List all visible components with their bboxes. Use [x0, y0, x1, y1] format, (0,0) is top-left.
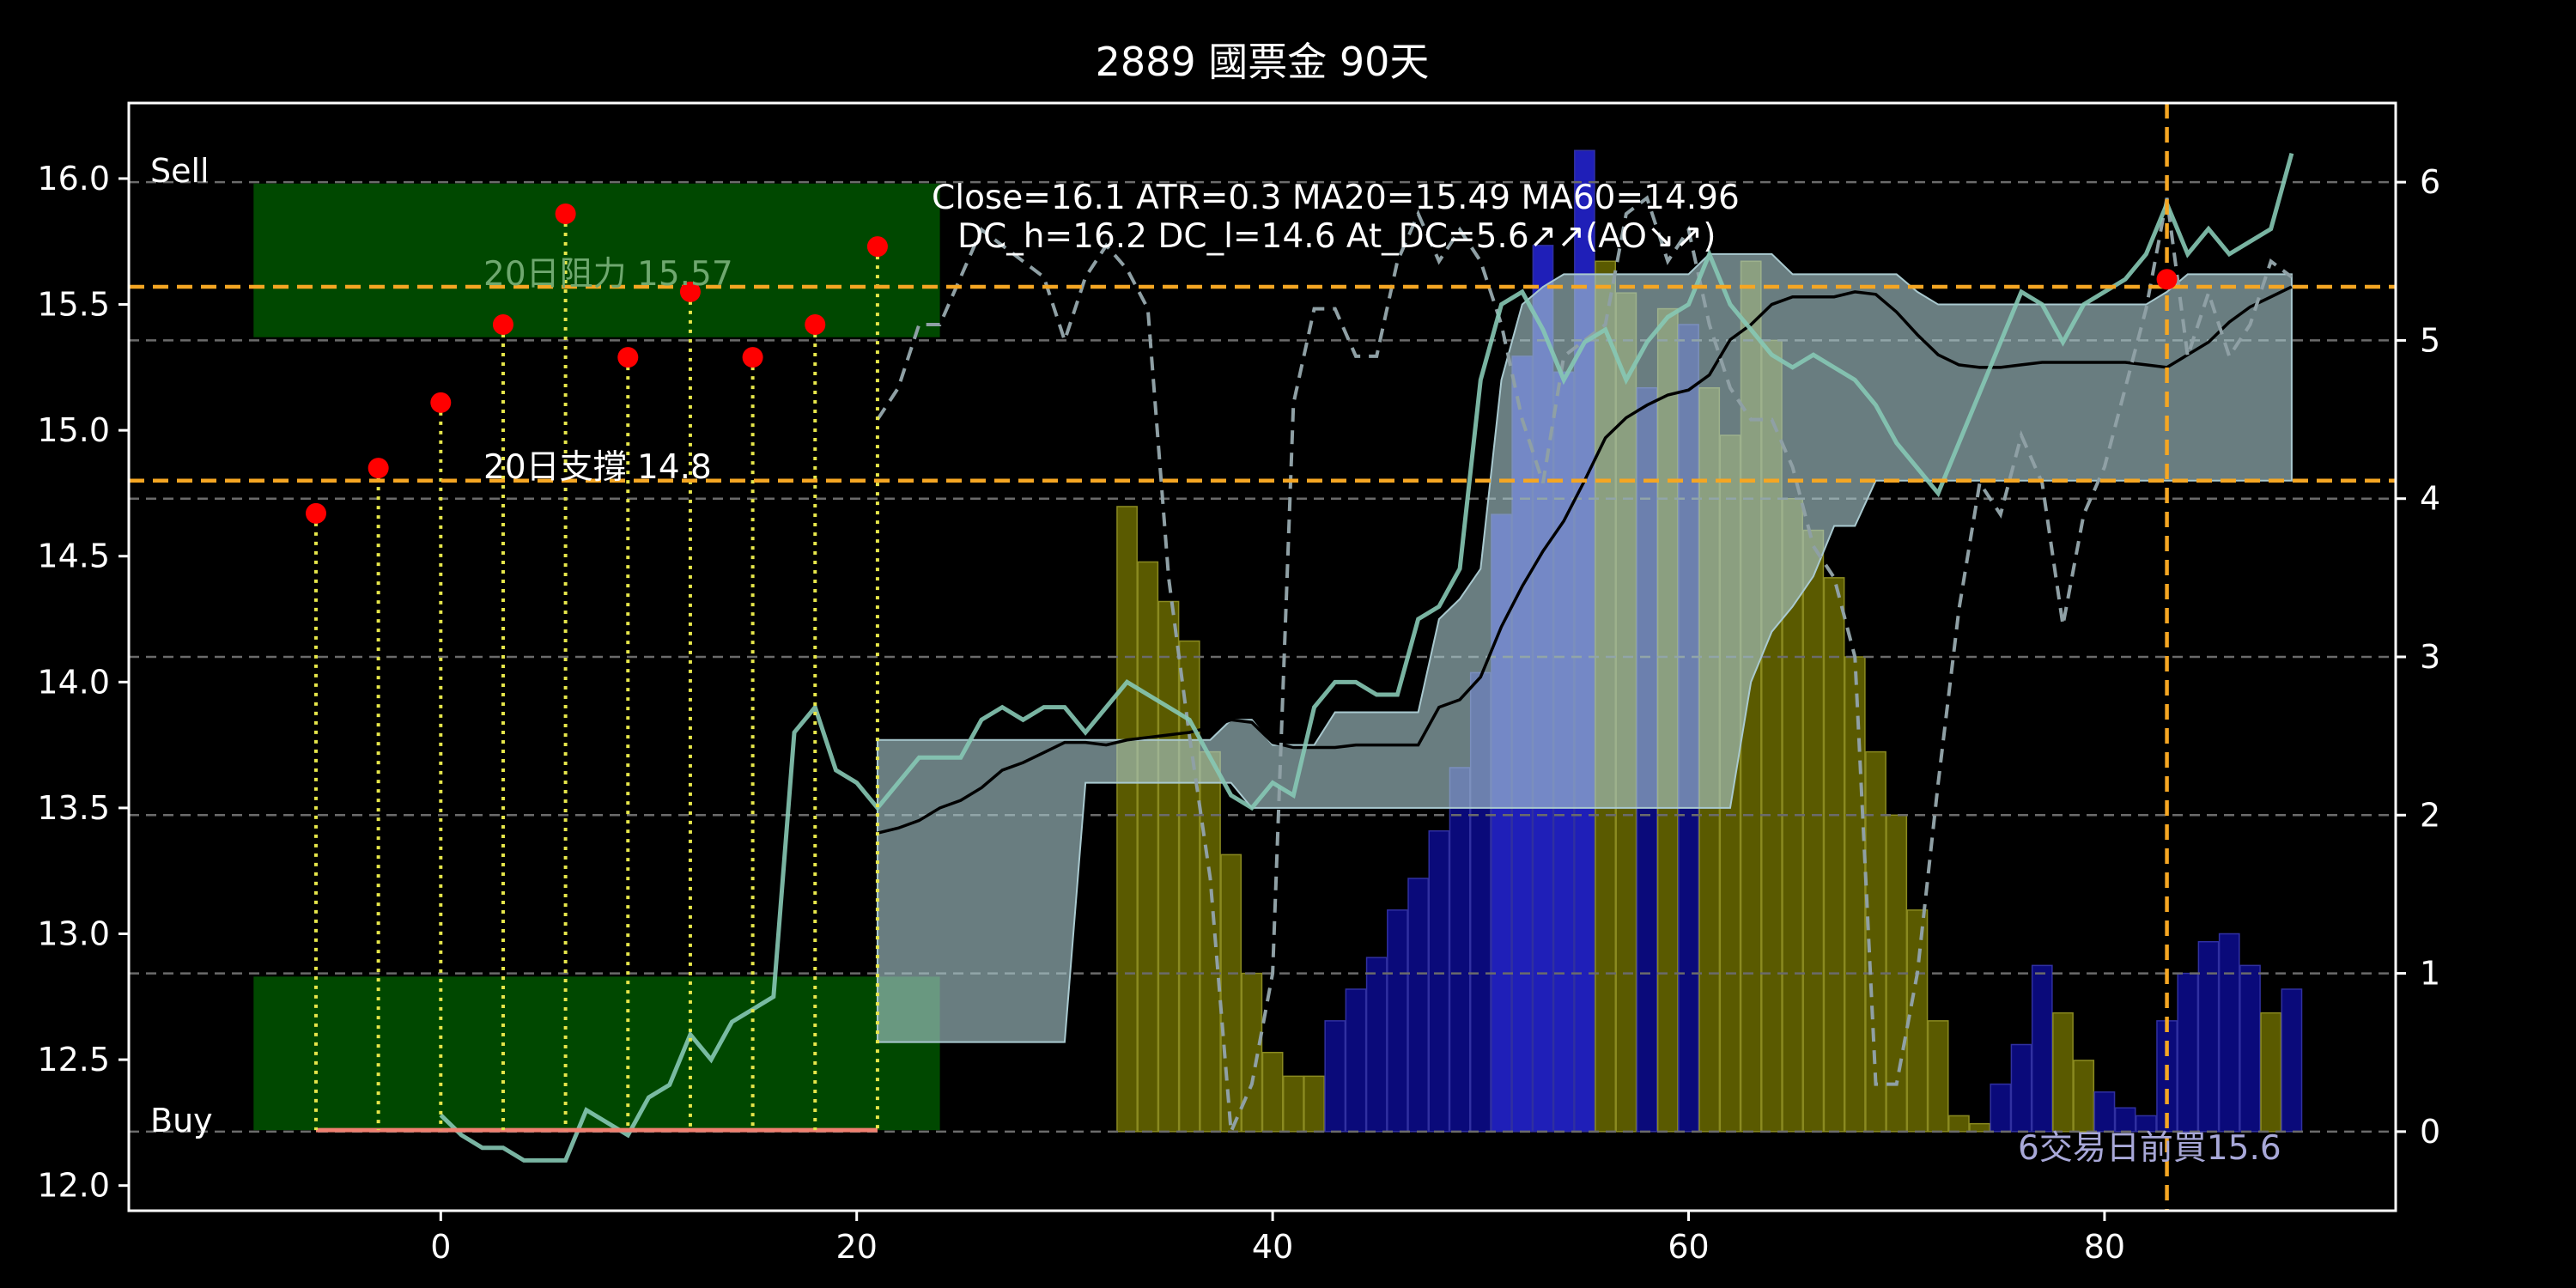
hist-bar: [2197, 940, 2220, 1133]
hist-bar: [2260, 1012, 2282, 1133]
donchian-band: [876, 252, 2293, 1043]
hist-bar: [1365, 957, 1388, 1133]
close-price-line: [439, 152, 2294, 1163]
resistance-label: 20日阻力 15.57: [483, 255, 733, 294]
hist-bar: [1990, 1083, 2012, 1133]
y-right-tick-label: 2: [2420, 796, 2440, 834]
hist-bar: [1220, 854, 1242, 1133]
hist-bar: [1345, 988, 1367, 1133]
sell-zone: [253, 183, 940, 337]
hist-bar: [1927, 1020, 1949, 1133]
info-line-2: DC_h=16.2 DC_l=14.6 At_DC=5.6↗↗(AO↘↗): [957, 217, 1716, 256]
hist-bar: [1282, 1075, 1304, 1133]
y-left-tick-label: 13.0: [37, 915, 110, 953]
y-left-tick-label: 15.5: [37, 286, 110, 324]
buy-note: 6交易日前買15.6: [2018, 1129, 2281, 1168]
y-left-tick-label: 14.5: [37, 538, 110, 575]
hist-bar: [1802, 529, 1825, 1133]
hist-bar: [2073, 1060, 2095, 1133]
hist-bar: [1449, 767, 1471, 1133]
hist-bar: [1261, 1051, 1284, 1133]
sell-label: Sell: [150, 152, 210, 190]
signal-point: [368, 458, 389, 479]
buy-zone: [253, 976, 940, 1131]
signal-point: [2156, 269, 2178, 290]
points-layer: [305, 204, 2178, 524]
x-tick-label: 20: [836, 1228, 878, 1266]
y-right-tick-label: 5: [2420, 321, 2440, 359]
hist-bar: [2218, 933, 2240, 1133]
y-right-tick-label: 1: [2420, 955, 2440, 993]
signal-point: [305, 502, 326, 524]
y-left-tick-label: 13.5: [37, 789, 110, 827]
hist-bar: [1407, 878, 1430, 1133]
y-left-tick-label: 12.0: [37, 1167, 110, 1205]
signal-point: [742, 347, 763, 368]
hist-bar: [2031, 964, 2053, 1133]
hist-bar: [2177, 972, 2199, 1133]
hist-bar: [1844, 656, 1866, 1133]
axes-layer: 0 20 40 60 8012.012.513.013.514.014.515.015.…: [37, 101, 2440, 1266]
signal-point: [805, 314, 826, 335]
y-right-tick-label: 0: [2420, 1113, 2440, 1151]
zones-layer: [253, 183, 940, 1131]
hist-bar: [1948, 1115, 1970, 1133]
chart-title: 2889 國票金 90天: [1096, 39, 1430, 85]
hist-bar: [2281, 988, 2303, 1133]
y-left-tick-label: 15.0: [37, 411, 110, 449]
signal-point: [866, 236, 888, 258]
hist-bar: [1303, 1075, 1325, 1133]
hist-bar: [1906, 909, 1929, 1133]
hist-bar: [1137, 561, 1159, 1133]
y-left-tick-label: 12.5: [37, 1041, 110, 1078]
buy-label: Buy: [150, 1102, 213, 1139]
hist-bar: [2239, 964, 2261, 1133]
hist-bar: [1969, 1122, 1990, 1133]
hist-bar: [2052, 1012, 2074, 1133]
signal-point: [555, 204, 576, 224]
band-layer: [876, 252, 2293, 1043]
x-tick-label: 0: [430, 1228, 451, 1266]
hist-bar: [2114, 1107, 2136, 1133]
hist-bar: [2010, 1043, 2032, 1133]
y-right-tick-label: 6: [2420, 163, 2440, 201]
y-right-tick-label: 4: [2420, 480, 2440, 518]
x-tick-label: 40: [1252, 1228, 1293, 1266]
hist-bar: [1200, 750, 1221, 1133]
y-left-tick-label: 14.0: [37, 663, 110, 701]
levels-layer: [129, 103, 2396, 1211]
stems-layer: [313, 214, 879, 1131]
support-label: 20日支撐 14.8: [483, 448, 712, 487]
signal-point: [430, 392, 452, 413]
hist-bar: [1865, 750, 1886, 1133]
x-tick-label: 80: [2084, 1228, 2125, 1266]
hist-bar: [1823, 577, 1845, 1133]
info-line-1: Close=16.1 ATR=0.3 MA20=15.49 MA60=14.96: [932, 179, 1740, 217]
y-right-tick-label: 3: [2420, 638, 2440, 676]
signal-point: [492, 314, 513, 335]
signal-point: [679, 281, 701, 302]
x-tick-label: 60: [1668, 1228, 1709, 1266]
hist-bar: [1324, 1020, 1346, 1133]
signal-point: [617, 347, 639, 368]
hist-bar: [1157, 600, 1180, 1133]
hist-bar: [1241, 972, 1263, 1133]
y-left-tick-label: 16.0: [37, 160, 110, 197]
hist-bar: [2093, 1091, 2116, 1133]
hist-bar: [1116, 506, 1138, 1133]
hist-bar: [1428, 829, 1450, 1133]
hist-bar: [1387, 909, 1408, 1133]
